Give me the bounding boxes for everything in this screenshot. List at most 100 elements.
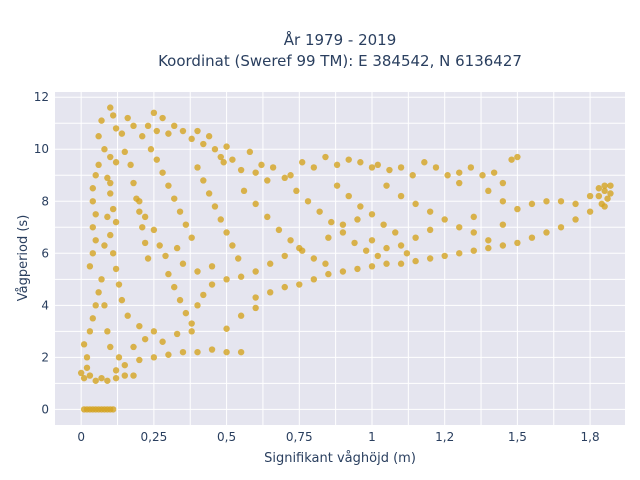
y-tick-label: 10 <box>34 142 49 156</box>
data-point <box>92 211 99 218</box>
data-point <box>124 312 131 319</box>
y-tick-label: 12 <box>34 90 49 104</box>
data-point <box>208 263 216 270</box>
data-point <box>211 146 219 153</box>
data-point <box>223 276 230 283</box>
data-point <box>136 198 143 205</box>
x-tick-label: 1,8 <box>581 430 600 444</box>
data-point <box>211 203 219 210</box>
data-point <box>392 229 399 236</box>
data-point <box>162 252 169 260</box>
data-point <box>601 203 608 210</box>
data-point <box>368 237 376 244</box>
data-point <box>115 281 123 288</box>
data-point <box>220 159 227 166</box>
data-point <box>293 187 300 195</box>
data-point <box>322 260 329 267</box>
data-point <box>141 335 149 343</box>
data-point <box>104 174 111 182</box>
data-point <box>107 343 114 351</box>
data-point <box>345 192 352 200</box>
y-tick-label: 4 <box>41 298 49 312</box>
data-point <box>95 133 102 140</box>
data-point <box>281 252 288 260</box>
data-point <box>89 250 97 257</box>
data-point <box>153 127 160 135</box>
data-point <box>287 237 294 244</box>
data-point <box>252 294 259 301</box>
data-point <box>89 315 97 322</box>
data-point <box>595 192 603 200</box>
data-point <box>325 234 332 241</box>
data-point <box>153 156 160 163</box>
data-point <box>470 229 477 236</box>
data-point <box>485 237 492 244</box>
data-point <box>499 242 507 249</box>
data-point <box>77 369 85 377</box>
data-point <box>171 195 178 202</box>
data-point <box>101 302 108 309</box>
chart-title-line-1: År 1979 - 2019 <box>284 30 397 49</box>
data-point <box>130 372 137 379</box>
data-point <box>252 169 259 176</box>
data-point <box>296 244 303 252</box>
data-point <box>333 182 341 189</box>
data-point <box>296 281 303 288</box>
data-point <box>601 182 608 189</box>
data-point <box>112 159 120 166</box>
data-point <box>112 367 120 374</box>
x-tick-label: 1 <box>368 430 376 444</box>
data-point <box>112 125 120 132</box>
data-point <box>165 351 172 358</box>
data-point <box>252 200 259 208</box>
data-point <box>107 104 114 111</box>
x-tick-label: 1,2 <box>435 430 454 444</box>
y-axis-ticks: 0 2 4 6 8 10 12 <box>34 90 49 416</box>
data-point <box>150 354 158 361</box>
data-point <box>112 374 120 382</box>
data-point <box>412 200 419 208</box>
data-point <box>252 268 259 275</box>
data-point <box>357 203 364 210</box>
data-point <box>121 148 128 156</box>
data-point <box>130 122 137 130</box>
data-point <box>514 239 521 247</box>
data-point <box>101 242 108 249</box>
data-point <box>316 208 323 215</box>
data-point <box>147 146 155 153</box>
data-point <box>333 161 341 169</box>
data-point <box>92 302 99 309</box>
data-point <box>368 263 376 270</box>
data-point <box>188 234 195 241</box>
data-point <box>383 182 390 189</box>
data-point <box>543 198 550 205</box>
data-point <box>362 247 370 254</box>
data-point <box>264 177 271 184</box>
gridlines <box>55 92 625 425</box>
data-point <box>368 211 376 218</box>
data-point <box>109 250 117 257</box>
data-point <box>281 283 288 291</box>
data-point <box>237 312 245 319</box>
data-point <box>267 260 274 267</box>
data-point <box>240 187 248 195</box>
data-point <box>595 185 603 192</box>
data-point <box>351 239 358 247</box>
data-point <box>223 325 230 332</box>
data-point <box>412 234 419 241</box>
data-point <box>267 289 274 296</box>
data-point <box>95 161 102 169</box>
data-point <box>380 221 387 228</box>
data-point <box>528 200 536 208</box>
data-point <box>165 182 172 189</box>
data-point <box>200 291 207 299</box>
data-point <box>607 190 614 197</box>
data-point <box>543 229 550 236</box>
data-point <box>89 224 97 231</box>
data-point <box>217 216 224 223</box>
data-point <box>130 343 137 351</box>
data-point <box>281 174 288 182</box>
data-point <box>171 122 178 130</box>
data-point <box>223 348 230 356</box>
